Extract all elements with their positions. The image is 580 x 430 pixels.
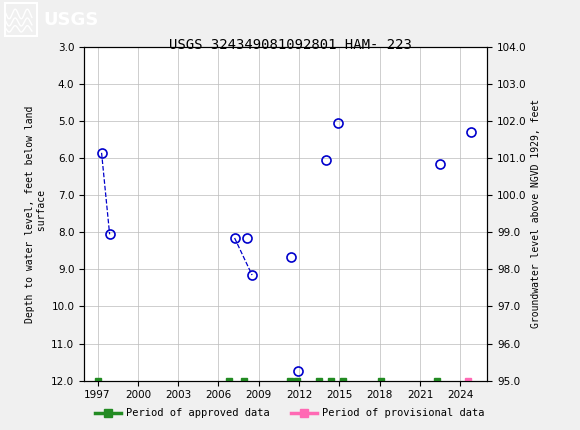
Text: USGS 324349081092801 HAM- 223: USGS 324349081092801 HAM- 223 xyxy=(169,37,411,52)
Legend: Period of approved data, Period of provisional data: Period of approved data, Period of provi… xyxy=(91,404,489,423)
Text: USGS: USGS xyxy=(44,11,99,29)
Y-axis label: Depth to water level, feet below land
 surface: Depth to water level, feet below land su… xyxy=(26,105,47,322)
Y-axis label: Groundwater level above NGVD 1929, feet: Groundwater level above NGVD 1929, feet xyxy=(531,99,541,329)
Bar xyxy=(5,3,37,36)
